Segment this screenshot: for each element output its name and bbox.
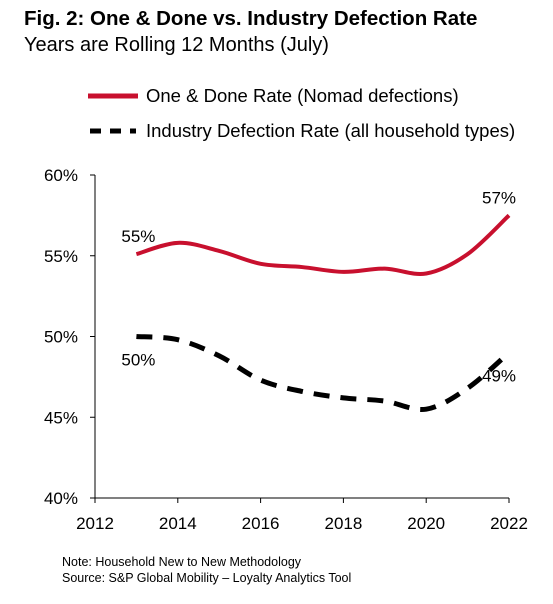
x-tick-label: 2016 xyxy=(242,514,280,533)
data-label: 57% xyxy=(482,188,516,207)
chart-data-labels: 55% 57% 50% 49% xyxy=(121,188,516,385)
series-line-one-and-done xyxy=(135,213,511,277)
legend-label-industry: Industry Defection Rate (all household t… xyxy=(146,120,516,141)
chart-subtitle: Years are Rolling 12 Months (July) xyxy=(24,34,329,56)
x-tick-label: 2012 xyxy=(76,514,114,533)
x-tick-label: 2018 xyxy=(324,514,362,533)
chart-plot-area xyxy=(135,213,511,413)
chart-axes: 40% 45% 50% 55% 60% 2012 2014 2016 2018 2020 2022 xyxy=(44,166,528,533)
y-tick-label: 40% xyxy=(44,489,78,508)
chart-title: Fig. 2: One & Done vs. Industry Defectio… xyxy=(24,7,478,30)
legend-item-industry: Industry Defection Rate (all household t… xyxy=(88,119,515,143)
y-tick-label: 50% xyxy=(44,328,78,347)
y-tick-label: 60% xyxy=(44,166,78,185)
footer-source: Source: S&P Global Mobility – Loyalty An… xyxy=(62,571,352,585)
x-tick-label: 2020 xyxy=(407,514,445,533)
x-tick-label: 2014 xyxy=(159,514,197,533)
data-label: 49% xyxy=(482,367,516,386)
legend-swatch-industry xyxy=(90,128,136,134)
data-label: 55% xyxy=(121,227,155,246)
legend-swatch-one-and-done xyxy=(88,93,138,99)
y-tick-label: 55% xyxy=(44,247,78,266)
legend-label-one-and-done: One & Done Rate (Nomad defections) xyxy=(146,85,459,106)
legend-item-one-and-done: One & Done Rate (Nomad defections) xyxy=(88,84,459,108)
y-tick-label: 45% xyxy=(44,408,78,427)
x-tick-label: 2022 xyxy=(490,514,528,533)
series-line-industry xyxy=(136,334,511,413)
data-label: 50% xyxy=(121,351,155,370)
footer-note: Note: Household New to New Methodology xyxy=(62,555,302,569)
